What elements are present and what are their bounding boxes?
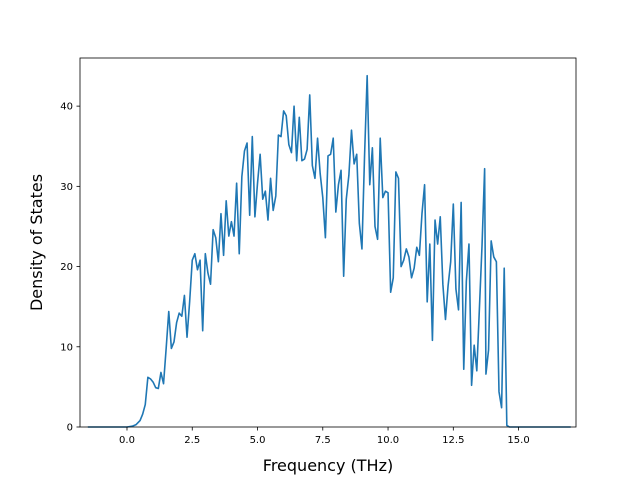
x-tick-label: 12.5	[442, 435, 464, 446]
x-tick-label: 7.5	[315, 435, 331, 446]
x-axis-ticks: 0.0 2.5 5.0 7.5 10.0 12.5 15.0	[119, 427, 530, 446]
x-tick-label: 2.5	[184, 435, 200, 446]
y-tick-label: 10	[60, 342, 73, 353]
axes-frame	[79, 57, 577, 428]
x-axis-label: Frequency (THz)	[263, 456, 393, 475]
plot-area	[87, 74, 571, 428]
x-tick-label: 5.0	[250, 435, 266, 446]
y-axis-label: Density of States	[27, 174, 46, 311]
y-tick-label: 20	[60, 262, 73, 273]
y-axis-ticks: 0 10 20 30 40	[60, 102, 80, 434]
x-tick-label: 10.0	[377, 435, 399, 446]
series-line-0	[87, 74, 571, 428]
x-tick-label: 15.0	[507, 435, 529, 446]
x-tick-label: 0.0	[119, 435, 135, 446]
y-tick-label: 30	[60, 182, 73, 193]
y-tick-label: 0	[67, 423, 73, 434]
y-tick-label: 40	[60, 102, 73, 113]
